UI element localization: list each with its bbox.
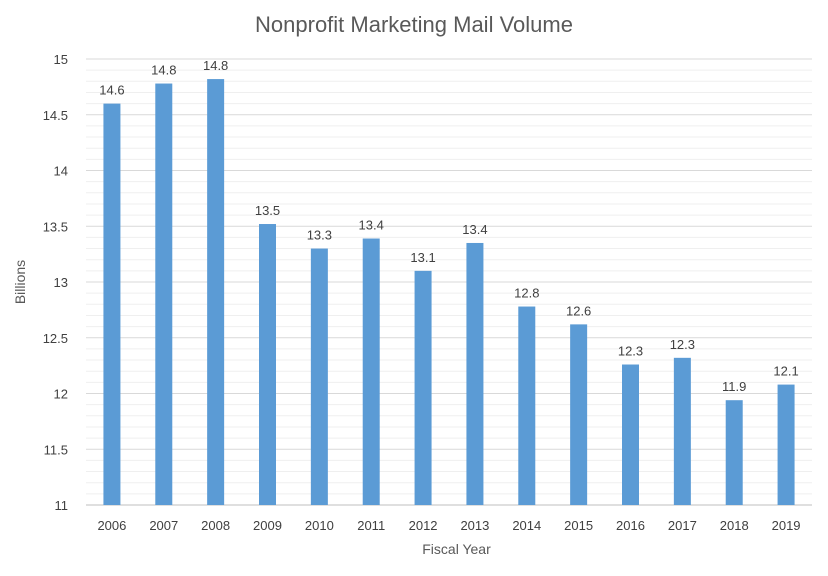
x-tick-label: 2011 [357,518,385,533]
x-tick-label: 2012 [409,518,438,533]
data-label: 13.4 [359,218,384,233]
x-tick-label: 2013 [460,518,489,533]
data-label: 12.6 [566,303,591,318]
data-label: 13.1 [410,250,435,265]
bar [259,224,276,505]
bar [103,103,121,505]
x-tick-label: 2009 [253,518,282,533]
x-axis-label: Fiscal Year [422,541,491,557]
bar [466,242,484,505]
data-label: 13.4 [462,222,487,237]
x-tick-label: 2014 [512,518,541,533]
bar [155,83,173,505]
data-label: 13.3 [307,228,332,243]
bar [777,384,795,505]
bar [725,400,743,505]
x-tick-label: 2006 [97,518,126,533]
x-tick-label: 2008 [201,518,230,533]
bar [207,79,225,505]
data-label: 12.3 [618,344,643,359]
data-label: 12.1 [773,364,798,379]
y-tick-label: 14.5 [43,108,68,123]
bar [414,270,432,505]
bar [518,306,536,505]
y-tick-label: 15 [54,52,68,67]
chart-title: Nonprofit Marketing Mail Volume [255,12,573,37]
bar [673,357,691,505]
y-tick-label: 12.5 [43,331,68,346]
y-tick-label: 11 [55,498,69,513]
y-tick-label: 12 [54,387,68,402]
y-tick-label: 13 [54,275,68,290]
data-label: 14.8 [203,58,228,73]
x-tick-label: 2018 [720,518,749,533]
data-label: 14.6 [99,83,124,98]
x-tick-label: 2019 [772,518,801,533]
y-tick-label: 11.5 [44,442,68,457]
bar [310,248,328,506]
data-label: 13.5 [255,203,280,218]
y-tick-label: 14 [54,164,68,179]
data-label: 14.8 [151,63,176,78]
bar [570,324,588,505]
x-tick-label: 2017 [668,518,697,533]
data-label: 12.3 [670,337,695,352]
y-tick-label: 13.5 [43,219,68,234]
x-tick-label: 2015 [564,518,593,533]
x-tick-label: 2010 [305,518,334,533]
data-label: 12.8 [514,286,539,301]
x-tick-label: 2007 [149,518,178,533]
bar [362,238,380,505]
x-tick-label: 2016 [616,518,645,533]
bar [622,364,639,505]
data-label: 11.9 [722,379,746,394]
